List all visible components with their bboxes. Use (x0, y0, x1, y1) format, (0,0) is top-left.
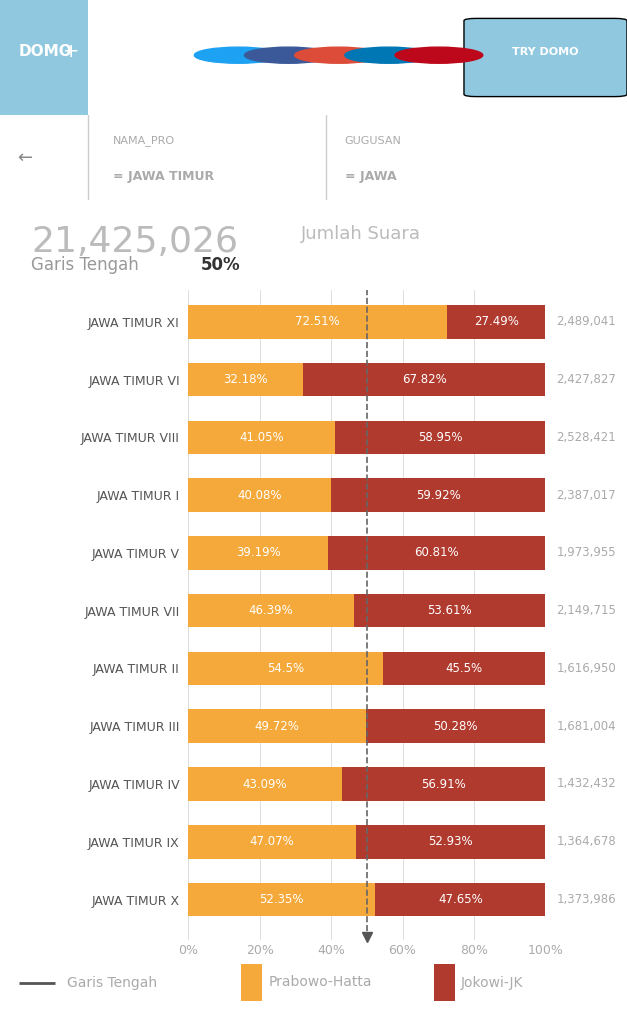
Text: 27.49%: 27.49% (474, 315, 519, 329)
Bar (188, 594, 354, 628)
Text: 2,489,041: 2,489,041 (556, 315, 616, 329)
Bar (188, 305, 447, 339)
Text: Garis Tengah: Garis Tengah (66, 976, 157, 989)
Text: 39.19%: 39.19% (236, 547, 280, 559)
Text: TRY DOMO: TRY DOMO (512, 47, 579, 56)
Text: 45.5%: 45.5% (446, 662, 483, 675)
Text: 1,973,955: 1,973,955 (556, 547, 616, 559)
Text: 59.92%: 59.92% (416, 488, 461, 502)
Text: Jokowi-JK: Jokowi-JK (461, 976, 524, 989)
Bar (188, 362, 303, 396)
Text: 40.08%: 40.08% (238, 488, 282, 502)
Text: 50%: 50% (201, 256, 240, 273)
Text: Garis Tengah: Garis Tengah (31, 256, 150, 273)
Circle shape (345, 47, 433, 63)
Bar (328, 537, 545, 569)
Bar (331, 478, 545, 512)
Text: 47.65%: 47.65% (438, 893, 483, 906)
Bar (356, 825, 545, 858)
Text: 46.39%: 46.39% (249, 604, 293, 617)
Text: +: + (63, 42, 79, 61)
Text: 52.93%: 52.93% (429, 836, 473, 848)
Text: 53.61%: 53.61% (428, 604, 472, 617)
Text: 1,616,950: 1,616,950 (556, 662, 616, 675)
Bar (188, 651, 383, 685)
Text: 2,528,421: 2,528,421 (556, 431, 616, 443)
Text: 1,681,004: 1,681,004 (556, 720, 616, 733)
Bar (335, 421, 545, 454)
Text: 50.28%: 50.28% (433, 720, 478, 733)
Text: = JAWA TIMUR: = JAWA TIMUR (113, 170, 214, 182)
Text: 2,427,827: 2,427,827 (556, 373, 616, 386)
Text: 1,373,986: 1,373,986 (556, 893, 616, 906)
Text: 58.95%: 58.95% (418, 431, 462, 443)
Bar (303, 362, 545, 396)
Bar (354, 594, 545, 628)
Bar (0, 0, 88, 115)
Text: = JAWA: = JAWA (345, 170, 396, 182)
Text: ←: ← (18, 148, 33, 167)
Text: 67.82%: 67.82% (402, 373, 446, 386)
Text: 56.91%: 56.91% (421, 777, 466, 791)
Text: Jumlah Suara: Jumlah Suara (301, 225, 421, 244)
Bar (188, 710, 366, 743)
Text: 47.07%: 47.07% (250, 836, 295, 848)
Circle shape (194, 47, 282, 63)
Text: NAMA_PRO: NAMA_PRO (113, 135, 175, 146)
Text: 60.81%: 60.81% (414, 547, 459, 559)
Text: 1,364,678: 1,364,678 (556, 836, 616, 848)
Text: 49.72%: 49.72% (255, 720, 299, 733)
Bar (375, 883, 545, 916)
Text: 2,149,715: 2,149,715 (556, 604, 616, 617)
Circle shape (245, 47, 332, 63)
Text: 32.18%: 32.18% (223, 373, 268, 386)
Text: 54.5%: 54.5% (267, 662, 304, 675)
Bar (366, 710, 545, 743)
Text: DOMO: DOMO (19, 44, 73, 59)
Bar (188, 825, 356, 858)
Text: 43.09%: 43.09% (243, 777, 287, 791)
Text: 52.35%: 52.35% (260, 893, 304, 906)
Text: 1,432,432: 1,432,432 (556, 777, 616, 791)
Text: GUGUSAN: GUGUSAN (345, 135, 402, 145)
Text: 72.51%: 72.51% (295, 315, 340, 329)
Bar (188, 478, 331, 512)
Bar (188, 767, 342, 801)
Circle shape (295, 47, 382, 63)
Bar (434, 964, 455, 1001)
Bar (241, 964, 262, 1001)
Bar (383, 651, 545, 685)
Text: Prabowo-Hatta: Prabowo-Hatta (268, 976, 372, 989)
FancyBboxPatch shape (464, 18, 627, 96)
Text: 41.05%: 41.05% (239, 431, 284, 443)
Bar (342, 767, 545, 801)
Bar (188, 537, 328, 569)
Text: 21,425,026: 21,425,026 (31, 225, 238, 259)
Bar (188, 421, 335, 454)
Text: 2,387,017: 2,387,017 (556, 488, 616, 502)
Bar (188, 883, 375, 916)
Circle shape (395, 47, 483, 63)
Bar (447, 305, 545, 339)
